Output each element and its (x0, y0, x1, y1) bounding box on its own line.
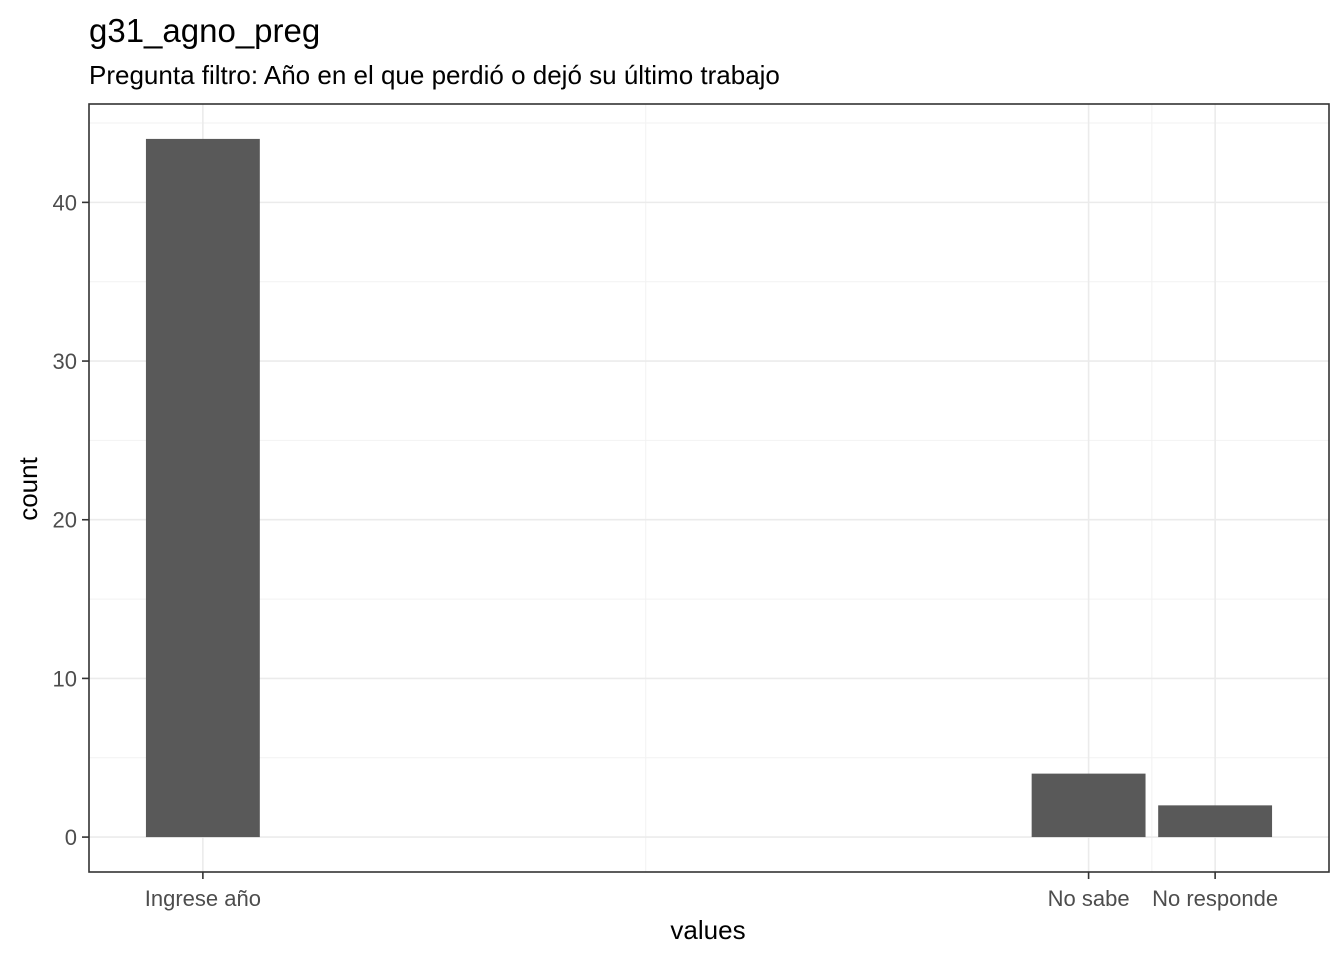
panel-border (88, 103, 1330, 873)
bar-ingrese-a-o (145, 138, 260, 838)
x-tick-label: Ingrese año (145, 886, 261, 911)
x-tick-label: No responde (1152, 886, 1278, 911)
panel-background (89, 104, 1329, 872)
y-tick-label: 20 (53, 508, 77, 533)
y-tick-label: 30 (53, 349, 77, 374)
chart-title: g31_agno_preg (89, 12, 320, 49)
y-tick-label: 40 (53, 190, 77, 215)
x-axis-title: values (670, 915, 745, 945)
bar-no-sabe (1031, 773, 1146, 838)
y-tick-label: 10 (53, 666, 77, 691)
y-tick-label: 0 (65, 825, 77, 850)
chart-subtitle: Pregunta filtro: Año en el que perdió o … (89, 60, 780, 90)
bar-no-responde (1158, 805, 1273, 838)
x-tick-label: No sabe (1048, 886, 1130, 911)
y-axis-title: count (13, 456, 43, 520)
plot-panel: 0 10 20 30 40 Ingrese año No sabe No responde (53, 103, 1330, 911)
